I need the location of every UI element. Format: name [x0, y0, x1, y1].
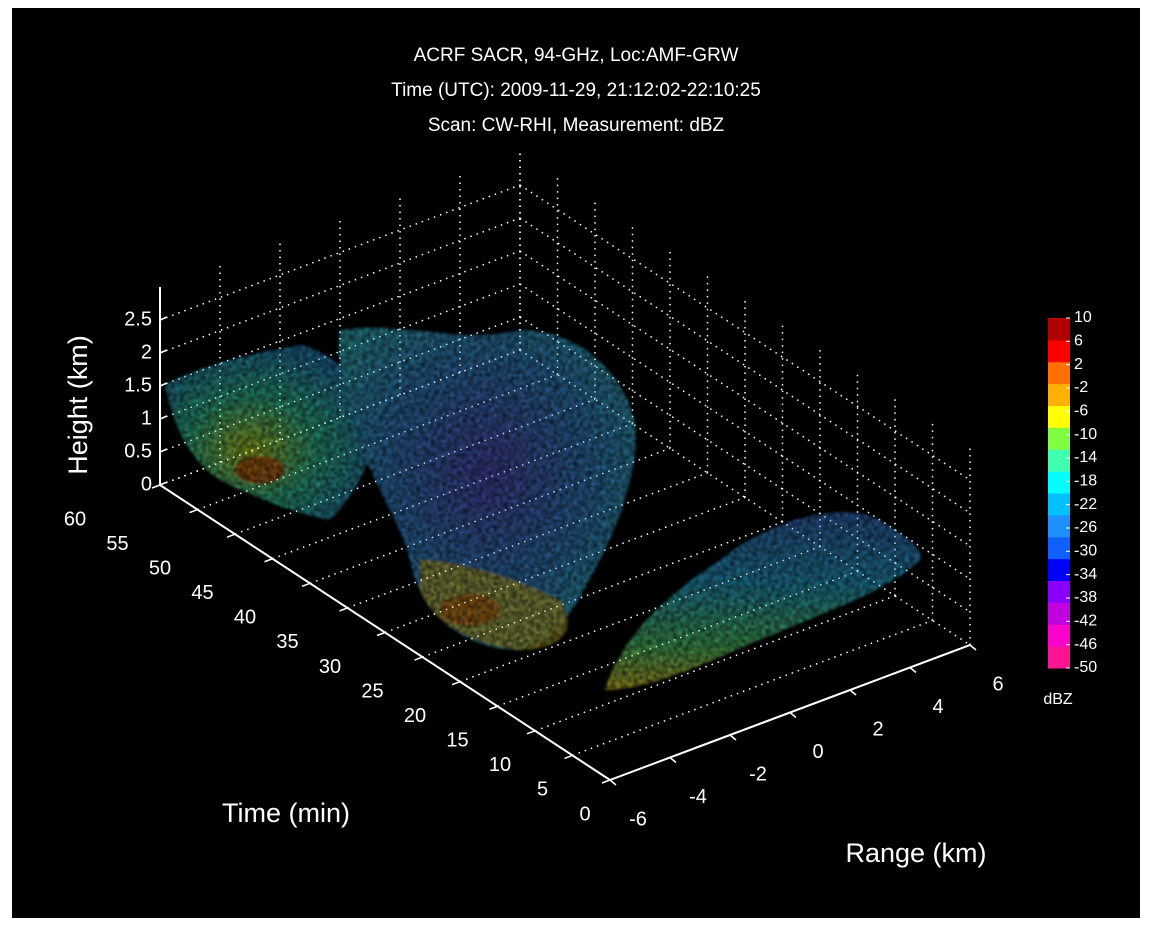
colorbar-band: [1048, 339, 1070, 363]
z-tick-label: 0.5: [124, 440, 152, 462]
title-line: Time (UTC): 2009-11-29, 21:12:02-22:10:2…: [391, 80, 761, 101]
colorbar-band: [1048, 624, 1070, 647]
colorbar-tick-label: -50: [1074, 659, 1097, 676]
tick-mark: [789, 711, 797, 719]
tick-mark: [414, 656, 423, 661]
axes: 051015202530354045505560-6-4-2024600.511…: [64, 287, 1097, 830]
x-tick-label: 40: [234, 607, 256, 629]
title-line: ACRF SACR, 94-GHz, Loc:AMF-GRW: [414, 45, 739, 66]
colorbar-band: [1048, 318, 1070, 341]
z-tick-label: 1: [141, 407, 152, 429]
tick-mark: [601, 779, 611, 784]
colorbar-band: [1048, 558, 1070, 581]
z-tick-label: 2: [141, 341, 152, 363]
tick-mark: [159, 415, 168, 420]
colorbar-tick-label: 2: [1074, 356, 1083, 373]
colorbar-band: [1048, 580, 1070, 603]
colorbar-tick-label: -34: [1074, 566, 1097, 583]
tick-mark: [159, 481, 168, 486]
tick-mark: [226, 533, 236, 538]
x-tick-label: 45: [191, 582, 213, 604]
colorbar-tick-label: -2: [1074, 379, 1088, 396]
x-tick-label: 10: [489, 754, 511, 776]
colorbar-band: [1048, 602, 1070, 625]
tick-mark: [451, 680, 461, 686]
colorbar-tick-label: -6: [1074, 403, 1088, 420]
y-tick-label: -6: [629, 808, 647, 830]
z-axis-label: Height (km): [63, 335, 93, 475]
tick-mark: [849, 689, 857, 696]
tick-mark: [729, 734, 737, 741]
tick-mark: [264, 558, 273, 563]
colorbar-tick-label: -18: [1074, 473, 1097, 490]
colorbar-tick-label: -38: [1074, 589, 1097, 606]
tick-mark: [669, 756, 677, 764]
tick-mark: [969, 644, 977, 651]
colorbar-band: [1048, 427, 1070, 450]
tick-mark: [489, 705, 498, 710]
x-tick-label: 30: [319, 656, 341, 678]
tick-mark: [159, 349, 168, 354]
tick-mark: [564, 754, 573, 760]
y-tick-label: 4: [932, 696, 943, 718]
colorbar-tick-label: -22: [1074, 496, 1097, 513]
tick-mark: [189, 508, 198, 514]
colorbar-band: [1048, 449, 1070, 472]
y-tick-label: -4: [689, 786, 707, 808]
colorbar-band: [1048, 471, 1070, 494]
z-tick-label: 0: [141, 473, 152, 495]
colorbar-label: dBZ: [1043, 691, 1073, 708]
cloud-volume: [165, 327, 921, 690]
tick-mark: [376, 631, 386, 637]
z-tick-label: 2.5: [124, 308, 152, 330]
colorbar-band: [1048, 493, 1070, 516]
x-tick-label: 5: [537, 779, 548, 801]
tick-mark: [159, 316, 168, 321]
x-tick-label: 20: [404, 705, 426, 727]
colorbar-tick-label: -42: [1074, 613, 1097, 630]
colorbar-band: [1048, 514, 1070, 538]
colorbar-tick-label: -46: [1074, 636, 1097, 653]
colorbar-tick-label: -26: [1074, 519, 1097, 536]
y-axis-label: Range (km): [845, 838, 986, 868]
x-tick-label: 35: [276, 631, 298, 653]
x-tick-label: 25: [361, 680, 383, 702]
colorbar-tick-label: 10: [1074, 309, 1092, 326]
y-tick-label: 2: [872, 718, 883, 740]
y-tick-label: 0: [812, 741, 823, 763]
x-tick-label: 55: [106, 533, 128, 555]
tick-mark: [609, 779, 617, 786]
z-tick-label: 1.5: [124, 374, 152, 396]
title-line: Scan: CW-RHI, Measurement: dBZ: [428, 115, 725, 136]
tick-mark: [159, 382, 168, 387]
y-tick-label: -2: [749, 763, 767, 785]
tick-mark: [301, 582, 311, 588]
tick-mark: [151, 484, 161, 489]
x-tick-label: 15: [446, 730, 468, 752]
colorbar-band: [1048, 405, 1070, 428]
colorbar-tick-label: -30: [1074, 543, 1097, 560]
tick-mark: [159, 448, 168, 453]
x-axis-label: Time (min): [222, 798, 350, 828]
colorbar-band: [1048, 536, 1070, 560]
x-tick-label: 0: [579, 803, 590, 825]
x-tick-label: 60: [64, 508, 86, 530]
tick-mark: [339, 607, 348, 612]
x-tick-label: 50: [149, 557, 171, 579]
colorbar-tick-label: 6: [1074, 333, 1083, 350]
colorbar-band: [1048, 361, 1070, 385]
colorbar-band: [1048, 383, 1070, 406]
colorbar-band: [1048, 646, 1070, 669]
y-tick-label: 6: [992, 673, 1003, 695]
tick-mark: [909, 666, 917, 674]
tick-mark: [526, 730, 536, 735]
colorbar-tick-label: -14: [1074, 449, 1097, 466]
colorbar-tick-label: -10: [1074, 426, 1097, 443]
